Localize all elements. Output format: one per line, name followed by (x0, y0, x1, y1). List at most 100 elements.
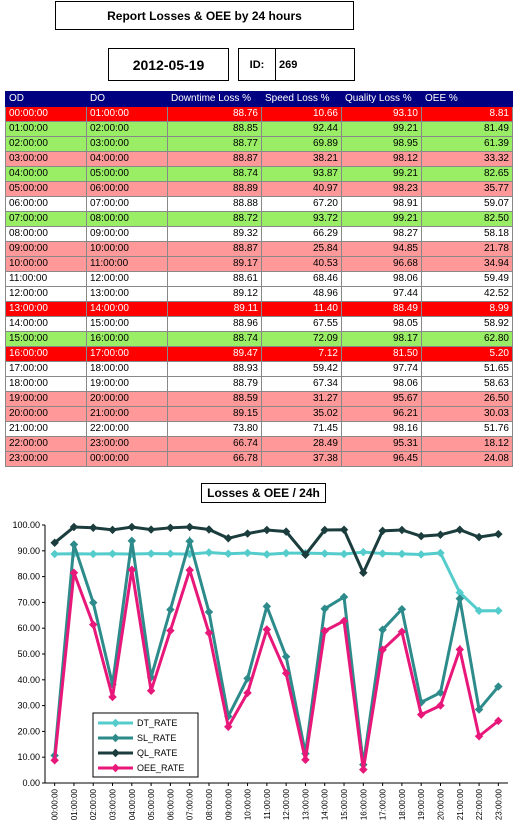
cell-speed-loss: 10.66 (261, 106, 342, 122)
cell-do: 13:00:00 (86, 286, 168, 302)
cell-od: 14:00:00 (5, 316, 87, 332)
cell-downtime-loss: 88.74 (167, 166, 262, 182)
data-point (166, 626, 175, 635)
cell-downtime-loss: 89.12 (167, 286, 262, 302)
table-row: 02:00:00 03:00:00 88.77 69.89 98.95 61.39 (5, 136, 513, 152)
table-header-row: OD DO Downtime Loss % Speed Loss % Quali… (5, 91, 513, 107)
cell-oee: 34.94 (421, 256, 513, 272)
data-point (378, 645, 387, 654)
data-point (243, 548, 252, 558)
cell-quality-loss: 81.50 (341, 346, 422, 362)
cell-speed-loss: 67.55 (261, 316, 342, 332)
data-point (127, 536, 137, 546)
cell-do: 23:00:00 (86, 436, 168, 452)
cell-downtime-loss: 88.96 (167, 316, 262, 332)
cell-speed-loss: 35.02 (261, 406, 342, 422)
cell-quality-loss: 98.27 (341, 226, 422, 242)
data-point (50, 549, 59, 559)
data-point (146, 686, 156, 695)
table-row: 00:00:00 01:00:00 88.76 10.66 93.10 8.81 (5, 106, 513, 122)
data-point (281, 652, 291, 661)
chart-legend: DT_RATE SL_RATE QL_RATE OEE_RATE (92, 712, 199, 778)
cell-speed-loss: 11.40 (261, 301, 342, 317)
table-row: 13:00:00 14:00:00 89.11 11.40 88.49 8.99 (5, 301, 513, 317)
cell-speed-loss: 69.89 (261, 136, 342, 152)
cell-oee: 82.65 (421, 166, 513, 182)
data-point (262, 550, 272, 559)
data-point (166, 605, 175, 614)
data-point (185, 536, 194, 546)
cell-quality-loss: 95.31 (341, 436, 422, 452)
cell-downtime-loss: 89.17 (167, 256, 262, 272)
data-point (339, 549, 349, 559)
cell-downtime-loss: 88.89 (167, 181, 262, 197)
cell-quality-loss: 88.49 (341, 301, 422, 317)
legend-label: DT_RATE (137, 718, 177, 728)
cell-od: 03:00:00 (5, 151, 87, 167)
x-tick-label: 21:00:00 (456, 788, 465, 820)
data-point (494, 606, 503, 615)
cell-quality-loss: 98.16 (341, 421, 422, 437)
cell-quality-loss: 98.17 (341, 331, 422, 347)
x-tick-label: 10:00:00 (244, 788, 253, 820)
cell-downtime-loss: 66.74 (167, 436, 262, 452)
data-point (224, 722, 233, 732)
losses-oee-line-chart: 0.00 10.00 20.00 30.00 40.00 50.00 60.00 70.00 8… (12, 520, 508, 820)
x-tick-label: 22:00:00 (475, 788, 484, 820)
id-value: 269 (275, 48, 355, 81)
cell-downtime-loss: 88.72 (167, 211, 262, 227)
cell-do: 00:00:00 (86, 451, 168, 467)
column-header-od: OD (5, 91, 87, 107)
table-row: 10:00:00 11:00:00 89.17 40.53 96.68 34.94 (5, 256, 513, 272)
data-point (127, 522, 137, 532)
x-tick-label: 14:00:00 (321, 788, 330, 820)
cell-speed-loss: 59.42 (261, 361, 342, 377)
table-body: 00:00:00 01:00:00 88.76 10.66 93.10 8.81 01:00… (5, 106, 513, 467)
cell-od: 00:00:00 (5, 106, 87, 122)
data-point (262, 525, 272, 535)
table-row: 21:00:00 22:00:00 73.80 71.45 98.16 51.76 (5, 421, 513, 437)
cell-oee: 59.07 (421, 196, 513, 212)
cell-speed-loss: 93.72 (261, 211, 342, 227)
y-tick-label: 40.00 (17, 675, 40, 685)
cell-do: 17:00:00 (86, 346, 168, 362)
data-point (397, 549, 407, 559)
cell-downtime-loss: 89.11 (167, 301, 262, 317)
cell-downtime-loss: 88.79 (167, 376, 262, 392)
cell-oee: 42.52 (421, 286, 513, 302)
data-point (455, 525, 465, 534)
cell-do: 06:00:00 (86, 181, 168, 197)
cell-do: 01:00:00 (86, 106, 168, 122)
cell-oee: 82.50 (421, 211, 513, 227)
table-row: 20:00:00 21:00:00 89.15 35.02 96.21 30.03 (5, 406, 513, 422)
column-header-oee: OEE % (421, 91, 513, 107)
cell-od: 02:00:00 (5, 136, 87, 152)
cell-od: 22:00:00 (5, 436, 87, 452)
cell-od: 10:00:00 (5, 256, 87, 272)
cell-od: 11:00:00 (5, 271, 87, 287)
cell-quality-loss: 98.12 (341, 151, 422, 167)
data-point (359, 765, 368, 774)
data-point (185, 565, 194, 575)
cell-oee: 58.63 (421, 376, 513, 392)
data-point (88, 523, 98, 532)
data-point (88, 620, 98, 629)
cell-do: 05:00:00 (86, 166, 168, 182)
cell-speed-loss: 66.29 (261, 226, 342, 242)
cell-downtime-loss: 88.74 (167, 331, 262, 347)
cell-downtime-loss: 88.61 (167, 271, 262, 287)
series-line-sl-rate (53, 535, 500, 765)
x-tick-label: 13:00:00 (301, 788, 310, 820)
table-row: 11:00:00 12:00:00 88.61 68.46 98.06 59.49 (5, 271, 513, 287)
x-tick-label: 18:00:00 (398, 788, 407, 820)
cell-od: 23:00:00 (5, 451, 87, 467)
data-point (416, 531, 426, 541)
cell-od: 21:00:00 (5, 421, 87, 437)
cell-downtime-loss: 88.85 (167, 121, 262, 137)
cell-od: 19:00:00 (5, 391, 87, 407)
cell-do: 09:00:00 (86, 226, 168, 242)
table-row: 12:00:00 13:00:00 89.12 48.96 97.44 42.52 (5, 286, 513, 302)
cell-quality-loss: 99.21 (341, 211, 422, 227)
cell-speed-loss: 40.97 (261, 181, 342, 197)
cell-od: 01:00:00 (5, 121, 87, 137)
